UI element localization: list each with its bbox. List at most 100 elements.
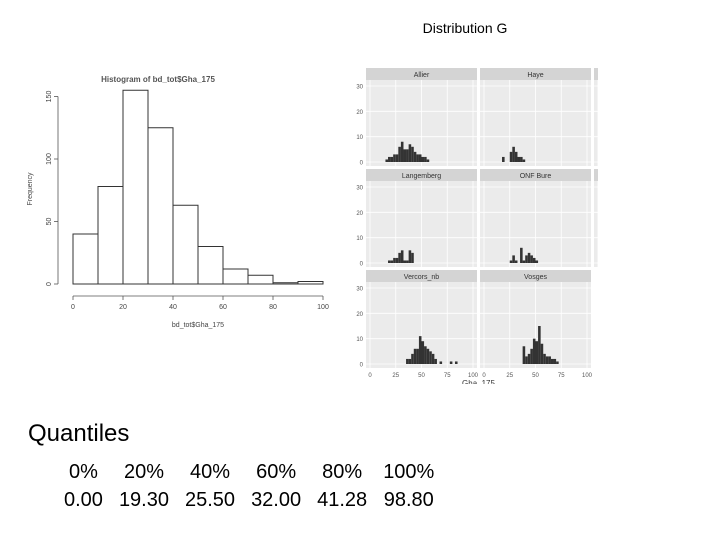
facet-strip-label: Vercors_nb bbox=[404, 274, 440, 281]
quantile-label: 20% bbox=[123, 461, 164, 483]
quantiles-table: 0% 20% 40% 60% 80% 100% 0.00 19.30 25.50… bbox=[56, 458, 442, 514]
facet-bar bbox=[530, 348, 533, 364]
facet-strip bbox=[480, 68, 591, 80]
hist-bar bbox=[247, 274, 274, 285]
facet-strip-label: Haye bbox=[527, 72, 543, 79]
facet-strip bbox=[594, 169, 598, 181]
x-tick-label: 75 bbox=[444, 373, 451, 379]
facet-bar bbox=[527, 353, 531, 364]
facet-bar bbox=[424, 156, 427, 162]
x-tick-label: 60 bbox=[219, 304, 227, 311]
facet-histogram-chart: Allier0102030HayeLandesLangemberg0102030… bbox=[356, 68, 598, 384]
facet-bar bbox=[522, 260, 526, 263]
facet-bar bbox=[502, 156, 505, 162]
facet-bar bbox=[550, 358, 554, 364]
y-tick-label: 20 bbox=[356, 211, 363, 217]
facet-bar bbox=[548, 356, 551, 364]
quantile-value: 19.30 bbox=[118, 489, 169, 511]
y-tick-label: 30 bbox=[356, 287, 363, 293]
facet-bar bbox=[403, 149, 407, 162]
y-tick-label: 30 bbox=[356, 186, 363, 192]
facet-bar bbox=[512, 255, 515, 263]
x-tick-label: 100 bbox=[317, 304, 329, 311]
facet-bar bbox=[535, 341, 539, 364]
y-tick-label: 0 bbox=[360, 161, 364, 167]
facet-bar bbox=[543, 353, 546, 364]
x-tick-label: 75 bbox=[558, 373, 565, 379]
x-tick-label: 50 bbox=[418, 373, 425, 379]
facet-bar bbox=[538, 326, 541, 364]
facet-bar bbox=[418, 336, 422, 364]
facet-bar bbox=[556, 361, 559, 364]
quantile-label: 100% bbox=[383, 461, 435, 483]
facet-bar bbox=[426, 348, 430, 364]
facet-bar bbox=[512, 146, 515, 162]
slide-title: Distribution G bbox=[422, 20, 508, 36]
facet-bar bbox=[413, 151, 417, 162]
x-tick-label: 0 bbox=[71, 304, 75, 311]
facet-bar bbox=[398, 146, 401, 162]
x-tick-label: 25 bbox=[506, 373, 513, 379]
x-axis-label: bd_tot$Gha_175 bbox=[172, 322, 224, 329]
facet-bar bbox=[421, 156, 425, 162]
facet-strip bbox=[366, 68, 477, 80]
facet-bar bbox=[395, 154, 399, 162]
hist-bar bbox=[172, 204, 199, 285]
facet-strip bbox=[594, 68, 598, 80]
y-tick-label: 0 bbox=[360, 262, 364, 268]
facet-bar bbox=[509, 151, 513, 162]
facet-bar bbox=[398, 252, 401, 263]
hist-bar bbox=[272, 282, 299, 285]
facet-bar bbox=[434, 358, 437, 364]
facet-bar bbox=[535, 260, 539, 263]
facet-bar bbox=[393, 154, 396, 162]
y-tick-label: 20 bbox=[356, 312, 363, 318]
y-tick-label: 0 bbox=[360, 363, 364, 369]
quantiles-value-row: 0.00 19.30 25.50 32.00 41.28 98.80 bbox=[56, 486, 442, 514]
facet-bar bbox=[388, 260, 391, 263]
y-tick-label: 20 bbox=[356, 110, 363, 116]
facet-bar bbox=[540, 343, 544, 364]
facet-strip-label: ONF Bure bbox=[520, 173, 552, 180]
facet-bar bbox=[393, 257, 396, 263]
facet-bar bbox=[416, 348, 419, 364]
hist-bar bbox=[72, 233, 99, 285]
x-tick-label: 40 bbox=[169, 304, 177, 311]
x-tick-label: 0 bbox=[368, 373, 372, 379]
facet-panel bbox=[594, 80, 598, 166]
facet-bar bbox=[426, 159, 430, 162]
hist-bar bbox=[222, 268, 249, 285]
facet-bar bbox=[390, 260, 394, 263]
facet-bar bbox=[431, 353, 435, 364]
facet-bar bbox=[454, 361, 458, 364]
facet-strip bbox=[480, 169, 591, 181]
facet-bar bbox=[514, 151, 518, 162]
facet-bar bbox=[525, 356, 528, 364]
facet-bar bbox=[522, 346, 526, 364]
hist-bar bbox=[297, 281, 324, 285]
y-tick-label: 100 bbox=[46, 153, 53, 165]
facet-bar bbox=[411, 252, 414, 263]
quantile-label: 60% bbox=[256, 461, 297, 483]
quantile-value: 98.80 bbox=[383, 489, 434, 511]
facet-bar bbox=[408, 358, 412, 364]
facet-bar bbox=[520, 247, 523, 263]
quantiles-label-row: 0% 20% 40% 60% 80% 100% bbox=[56, 458, 442, 486]
facet-bar bbox=[388, 156, 391, 162]
facet-bar bbox=[532, 257, 536, 263]
x-tick-label: 0 bbox=[482, 373, 486, 379]
hist-bar bbox=[147, 127, 174, 285]
facet-bar bbox=[424, 346, 427, 364]
x-axis-label: Gha_175 bbox=[462, 379, 495, 384]
x-tick-label: 100 bbox=[468, 373, 479, 379]
facet-strip-label: Langemberg bbox=[402, 173, 441, 180]
facet-bar bbox=[400, 250, 404, 263]
y-tick-label: 150 bbox=[46, 91, 53, 103]
facet-bar bbox=[514, 260, 518, 263]
facet-bar bbox=[403, 260, 407, 263]
y-tick-label: 10 bbox=[356, 135, 363, 141]
facet-bar bbox=[408, 250, 412, 263]
facet-bar bbox=[421, 341, 425, 364]
facet-bar bbox=[408, 144, 412, 162]
facet-bar bbox=[406, 149, 409, 162]
